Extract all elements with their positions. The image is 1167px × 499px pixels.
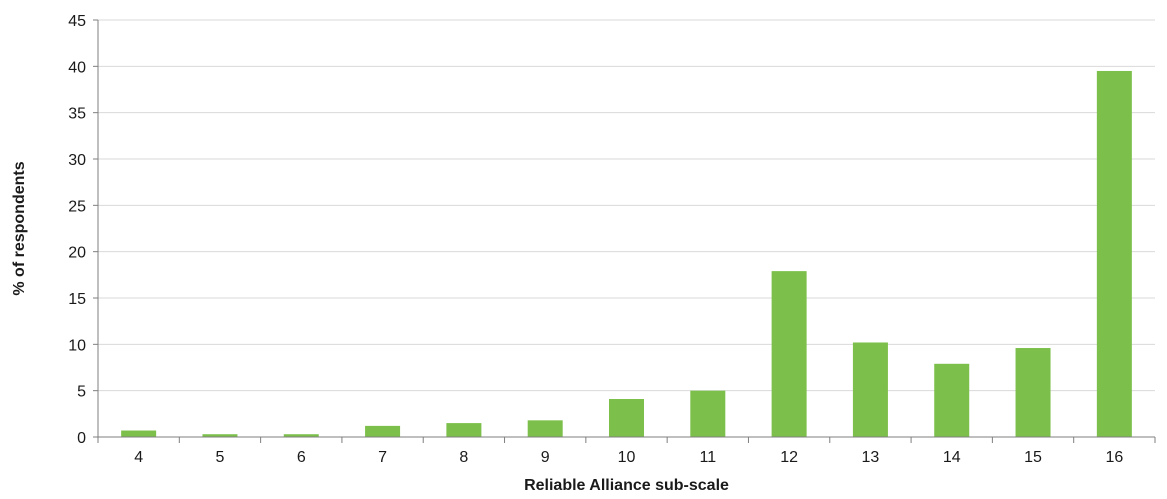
x-tick-label: 12 bbox=[780, 449, 798, 466]
x-tick-label: 9 bbox=[541, 449, 550, 466]
bar bbox=[690, 390, 726, 437]
bar bbox=[1096, 70, 1132, 437]
y-tick-labels: 0 5 10 15 20 25 30 35 40 45 bbox=[68, 13, 86, 447]
x-tick-label: 6 bbox=[297, 449, 306, 466]
bar bbox=[121, 430, 157, 437]
bar bbox=[771, 271, 807, 437]
y-tick-label: 30 bbox=[68, 152, 86, 169]
x-tick-labels: 4 5 6 7 8 9 10 11 12 13 14 15 16 bbox=[134, 449, 1123, 466]
x-tick-label: 13 bbox=[862, 449, 880, 466]
x-tick-label: 5 bbox=[216, 449, 225, 466]
bar bbox=[202, 434, 238, 437]
x-tick-label: 15 bbox=[1024, 449, 1042, 466]
bar bbox=[934, 363, 970, 437]
bar bbox=[609, 399, 644, 437]
x-tick-label: 7 bbox=[378, 449, 387, 466]
y-tick-label: 25 bbox=[68, 198, 86, 215]
axes bbox=[97, 20, 1156, 443]
x-tick-label: 4 bbox=[134, 449, 143, 466]
y-tick-label: 5 bbox=[77, 384, 86, 401]
bar bbox=[527, 420, 563, 437]
x-tick-label: 8 bbox=[459, 449, 468, 466]
gridlines bbox=[93, 19, 1155, 438]
y-tick-label: 40 bbox=[68, 59, 86, 76]
y-tick-label: 20 bbox=[68, 245, 86, 262]
bar bbox=[446, 423, 482, 437]
x-tick-label: 14 bbox=[943, 449, 961, 466]
y-tick-label: 45 bbox=[68, 13, 86, 30]
x-tick-label: 11 bbox=[700, 449, 717, 466]
y-tick-label: 10 bbox=[68, 337, 86, 354]
bar bbox=[365, 425, 401, 437]
x-tick-label: 10 bbox=[618, 449, 636, 466]
y-tick-label: 0 bbox=[77, 430, 86, 447]
bar bbox=[852, 342, 888, 437]
bar bbox=[283, 434, 319, 437]
x-tick-label: 16 bbox=[1105, 449, 1123, 466]
x-axis-title: Reliable Alliance sub-scale bbox=[524, 477, 729, 494]
y-axis-title: % of respondents bbox=[11, 161, 28, 295]
y-tick-label: 15 bbox=[68, 291, 86, 308]
bars bbox=[121, 70, 1132, 437]
y-tick-label: 35 bbox=[68, 106, 86, 123]
bar bbox=[1015, 348, 1051, 437]
